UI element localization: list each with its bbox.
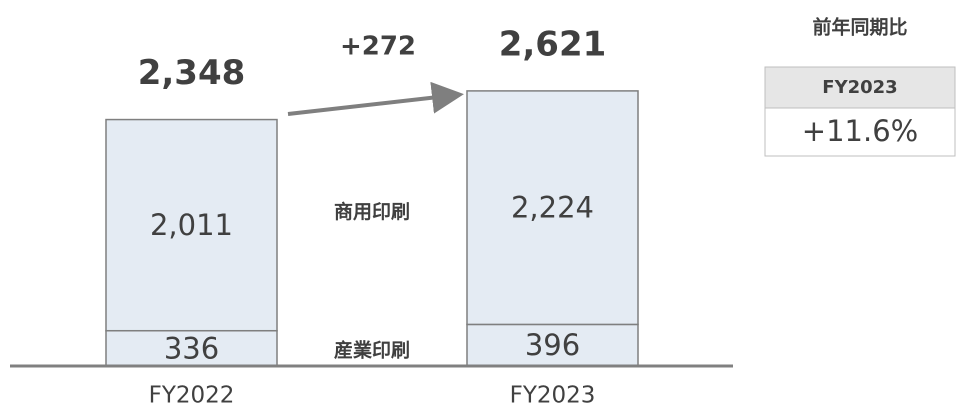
value-label: 396 (525, 328, 580, 362)
bar-segment (105, 118, 278, 332)
x-tick-label: FY2023 (510, 383, 596, 409)
table-value: +11.6% (802, 114, 918, 148)
change-annotation: +272 (340, 32, 416, 62)
legend-label: 商用印刷 (334, 200, 410, 223)
table-header-cell (764, 66, 956, 109)
total-label: 2,348 (138, 53, 246, 93)
value-label: 2,224 (511, 191, 594, 225)
total-label: 2,621 (499, 24, 607, 64)
table-value-cell (764, 107, 956, 157)
legend-label: 産業印刷 (334, 339, 410, 362)
table-title: 前年同期比 (812, 16, 907, 39)
bar-segment (466, 90, 639, 326)
change-arrow (287, 81, 464, 116)
value-label: 336 (164, 331, 219, 365)
table-header: FY2023 (822, 77, 897, 98)
x-tick-label: FY2022 (149, 383, 235, 409)
value-label: 2,011 (150, 208, 233, 242)
